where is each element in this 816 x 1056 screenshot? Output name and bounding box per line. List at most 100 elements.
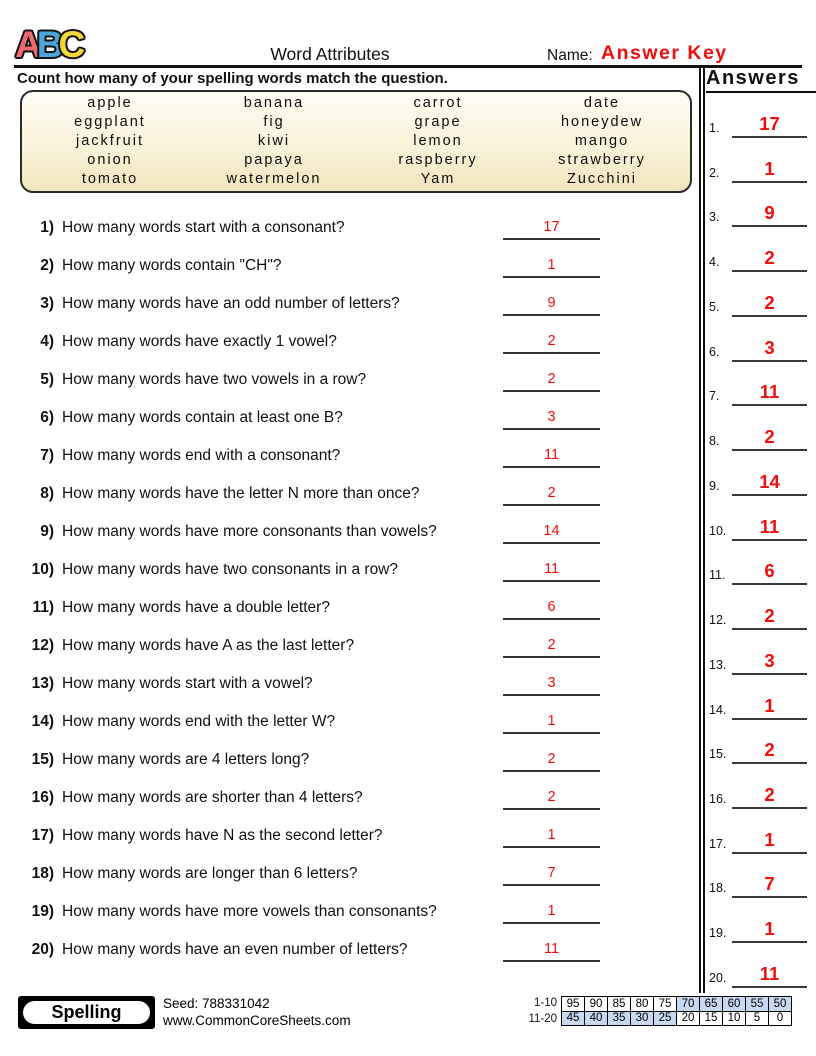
answer-number-label: 10.: [709, 523, 727, 538]
question-number: 19): [31, 903, 54, 920]
answer-value-blank: 3: [732, 337, 807, 362]
question-answer-blank: 14: [503, 517, 600, 544]
answer-row: 10. 11: [706, 501, 810, 541]
question-text: How many words are 4 letters long?: [62, 751, 310, 768]
answer-row: 7. 11: [706, 366, 810, 407]
question-text: How many words have A as the last letter…: [62, 637, 355, 654]
score-range-1-10: 1-10: [533, 997, 557, 1009]
question-text: How many words start with a consonant?: [62, 219, 345, 236]
answer-number-label: 18.: [709, 881, 727, 896]
answer-value-blank: 1: [732, 158, 807, 183]
question-row: 19) How many words have more vowels than …: [16, 894, 700, 932]
answer-value-blank: 1: [732, 829, 807, 854]
question-text: How many words have more consonants than…: [62, 523, 437, 540]
answer-row: 3. 9: [706, 187, 810, 228]
answer-row: 8. 2: [706, 411, 810, 452]
answer-row: 13. 3: [706, 635, 810, 675]
word-bank-word: strawberry: [558, 152, 646, 168]
word-bank-word: apple: [87, 95, 133, 111]
question-number: 9): [40, 523, 54, 540]
question-row: 20) How many words have an even number of…: [16, 932, 700, 970]
worksheet-type-badge: Spelling: [18, 996, 155, 1029]
answer-number-label: 11.: [709, 568, 726, 583]
question-number: 20): [31, 941, 54, 958]
question-number: 7): [40, 447, 54, 464]
question-answer-blank: 17: [503, 213, 600, 240]
word-bank-word: mango: [574, 133, 630, 149]
answer-number-label: 12.: [709, 613, 727, 628]
score-cell: 90: [584, 996, 608, 1012]
question-number: 6): [40, 409, 54, 426]
answer-value-blank: 3: [732, 650, 807, 675]
answer-row: 1. 17: [706, 98, 810, 138]
question-text: How many words have two vowels in a row?: [62, 371, 367, 388]
question-text: How many words have N as the second lett…: [62, 827, 383, 844]
answer-value-blank: 11: [732, 963, 807, 988]
question-answer-blank: 2: [503, 783, 600, 810]
question-row: 13) How many words start with a vowel? 3: [16, 666, 700, 704]
answer-number-label: 2.: [709, 165, 720, 180]
answer-number-label: 17.: [709, 836, 727, 851]
answer-value-blank: 11: [732, 381, 807, 407]
answer-key-label: Answer Key: [601, 42, 728, 64]
instruction-text: Count how many of your spelling words ma…: [17, 70, 448, 87]
question-row: 10) How many words have two consonants in…: [16, 552, 700, 590]
score-cell: 60: [722, 996, 746, 1012]
answers-panel-title: Answers: [706, 67, 816, 93]
answer-value-blank: 6: [732, 560, 807, 586]
answer-number-label: 16.: [709, 792, 727, 807]
word-bank-word: grape: [414, 114, 462, 130]
score-cell: 50: [768, 996, 792, 1012]
score-cell: 75: [653, 996, 677, 1012]
answer-row: 20. 11: [706, 948, 810, 988]
score-cell: 35: [607, 1010, 631, 1026]
question-text: How many words have an odd number of let…: [62, 295, 400, 312]
word-bank-word: lemon: [413, 133, 463, 149]
question-answer-blank: 6: [503, 593, 600, 620]
grading-table: 95 90 85 80 75 70 65 60 55 50 45 40 35 30 25 20 15 10 5 0: [561, 996, 792, 1026]
answer-row: 6. 3: [706, 322, 810, 362]
answer-row: 16. 2: [706, 769, 810, 810]
question-answer-blank: 1: [503, 897, 600, 924]
answer-value-blank: 2: [732, 605, 807, 631]
word-bank-word: onion: [87, 152, 133, 168]
score-cell: 65: [699, 996, 723, 1012]
question-number: 5): [40, 371, 54, 388]
question-answer-blank: 2: [503, 365, 600, 392]
score-cell: 10: [722, 1010, 746, 1026]
word-bank-word: raspberry: [398, 152, 478, 168]
question-text: How many words are shorter than 4 letter…: [62, 789, 363, 806]
question-answer-blank: 11: [503, 441, 600, 468]
answer-value-blank: 2: [732, 739, 807, 765]
score-range-labels: 1-10 11-20: [505, 996, 557, 1027]
answer-value-blank: 2: [732, 292, 807, 317]
question-text: How many words contain at least one B?: [62, 409, 343, 426]
logo-letter-c: C: [58, 24, 85, 65]
question-answer-blank: 2: [503, 479, 600, 506]
question-text: How many words have a double letter?: [62, 599, 330, 616]
answer-row: 15. 2: [706, 724, 810, 765]
answer-number-label: 1.: [709, 121, 720, 135]
question-number: 11): [32, 599, 54, 616]
word-bank-word: carrot: [413, 95, 463, 111]
answer-number-label: 3.: [709, 210, 720, 225]
question-number: 13): [31, 675, 54, 692]
question-row: 7) How many words end with a consonant? 11: [16, 438, 700, 476]
question-text: How many words have an even number of le…: [62, 941, 408, 958]
answer-value-blank: 1: [732, 918, 807, 944]
score-range-11-20: 11-20: [528, 1012, 557, 1025]
answer-number-label: 6.: [709, 344, 720, 359]
question-number: 15): [31, 751, 54, 768]
question-answer-blank: 2: [503, 327, 600, 354]
answer-value-blank: 7: [732, 873, 807, 899]
answer-number-label: 4.: [709, 255, 720, 270]
question-row: 18) How many words are longer than 6 lett…: [16, 856, 700, 894]
question-row: 15) How many words are 4 letters long? 2: [16, 742, 700, 780]
answer-value-blank: 9: [732, 202, 807, 228]
question-row: 3) How many words have an odd number of l…: [16, 286, 700, 324]
question-row: 14) How many words end with the letter W?…: [16, 704, 700, 742]
answer-row: 19. 1: [706, 903, 810, 944]
answer-number-label: 13.: [709, 657, 727, 672]
answer-row: 5. 2: [706, 277, 810, 317]
question-number: 2): [40, 257, 54, 274]
